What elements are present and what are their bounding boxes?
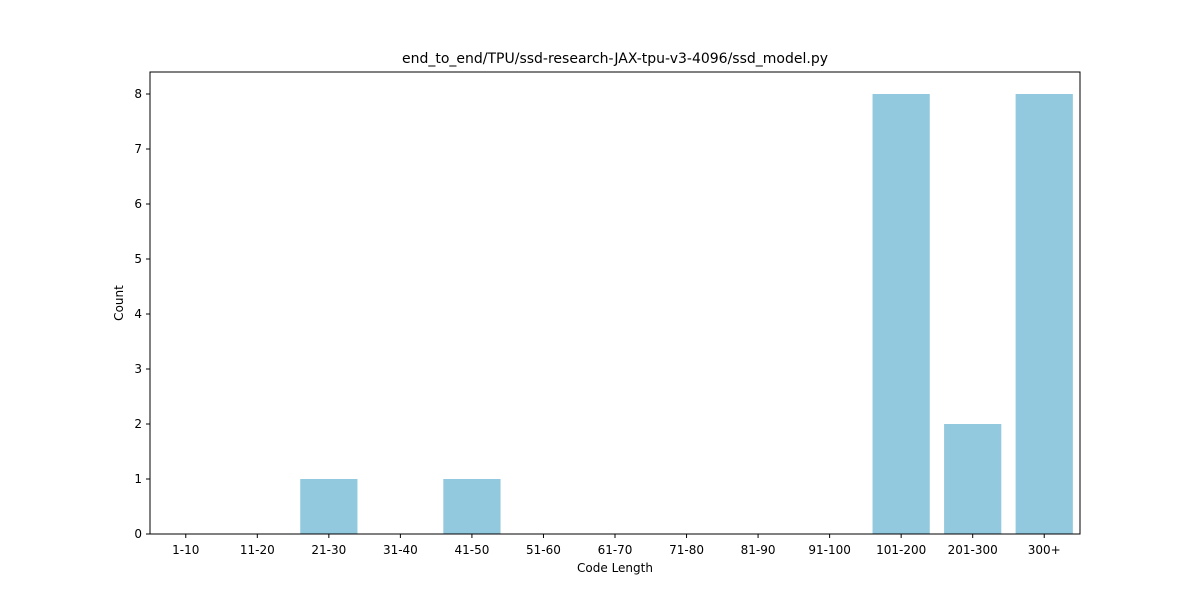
bar-300+ xyxy=(1015,94,1073,534)
x-tick-label: 201-300 xyxy=(948,543,998,557)
x-axis-label: Code Length xyxy=(577,561,653,575)
y-tick-label: 0 xyxy=(134,527,142,541)
y-tick-label: 2 xyxy=(134,417,142,431)
y-tick-label: 8 xyxy=(134,87,142,101)
y-axis-label: Count xyxy=(112,285,126,321)
bar-41-50 xyxy=(443,479,501,534)
x-tick-label: 101-200 xyxy=(876,543,926,557)
y-tick-label: 6 xyxy=(134,197,142,211)
x-tick-label: 300+ xyxy=(1028,543,1061,557)
chart-title: end_to_end/TPU/ssd-research-JAX-tpu-v3-4… xyxy=(402,51,828,67)
bars-group xyxy=(300,94,1073,534)
plot-frame xyxy=(149,71,1081,535)
x-tick-label: 61-70 xyxy=(598,543,633,557)
y-tick-label: 1 xyxy=(134,472,142,486)
y-tick-label: 3 xyxy=(134,362,142,376)
x-tick-label: 91-100 xyxy=(808,543,851,557)
x-tick-label: 21-30 xyxy=(311,543,346,557)
y-tick-label: 5 xyxy=(134,252,142,266)
y-tick-label: 7 xyxy=(134,142,142,156)
x-axis-ticks: 1-10 11-20 21-30 31-40 41-50 51-60 61-70 71-80 8… xyxy=(172,534,1061,557)
bar-101-200 xyxy=(872,94,930,534)
x-tick-label: 31-40 xyxy=(383,543,418,557)
y-axis-ticks: 0 1 2 3 4 5 6 7 8 xyxy=(134,87,150,541)
x-tick-label: 81-90 xyxy=(741,543,776,557)
x-tick-label: 51-60 xyxy=(526,543,561,557)
x-tick-label: 41-50 xyxy=(454,543,489,557)
y-tick-label: 4 xyxy=(134,307,142,321)
bar-21-30 xyxy=(300,479,358,534)
bar-201-300 xyxy=(944,424,1002,534)
x-tick-label: 71-80 xyxy=(669,543,704,557)
x-tick-label: 11-20 xyxy=(240,543,275,557)
x-tick-label: 1-10 xyxy=(172,543,199,557)
